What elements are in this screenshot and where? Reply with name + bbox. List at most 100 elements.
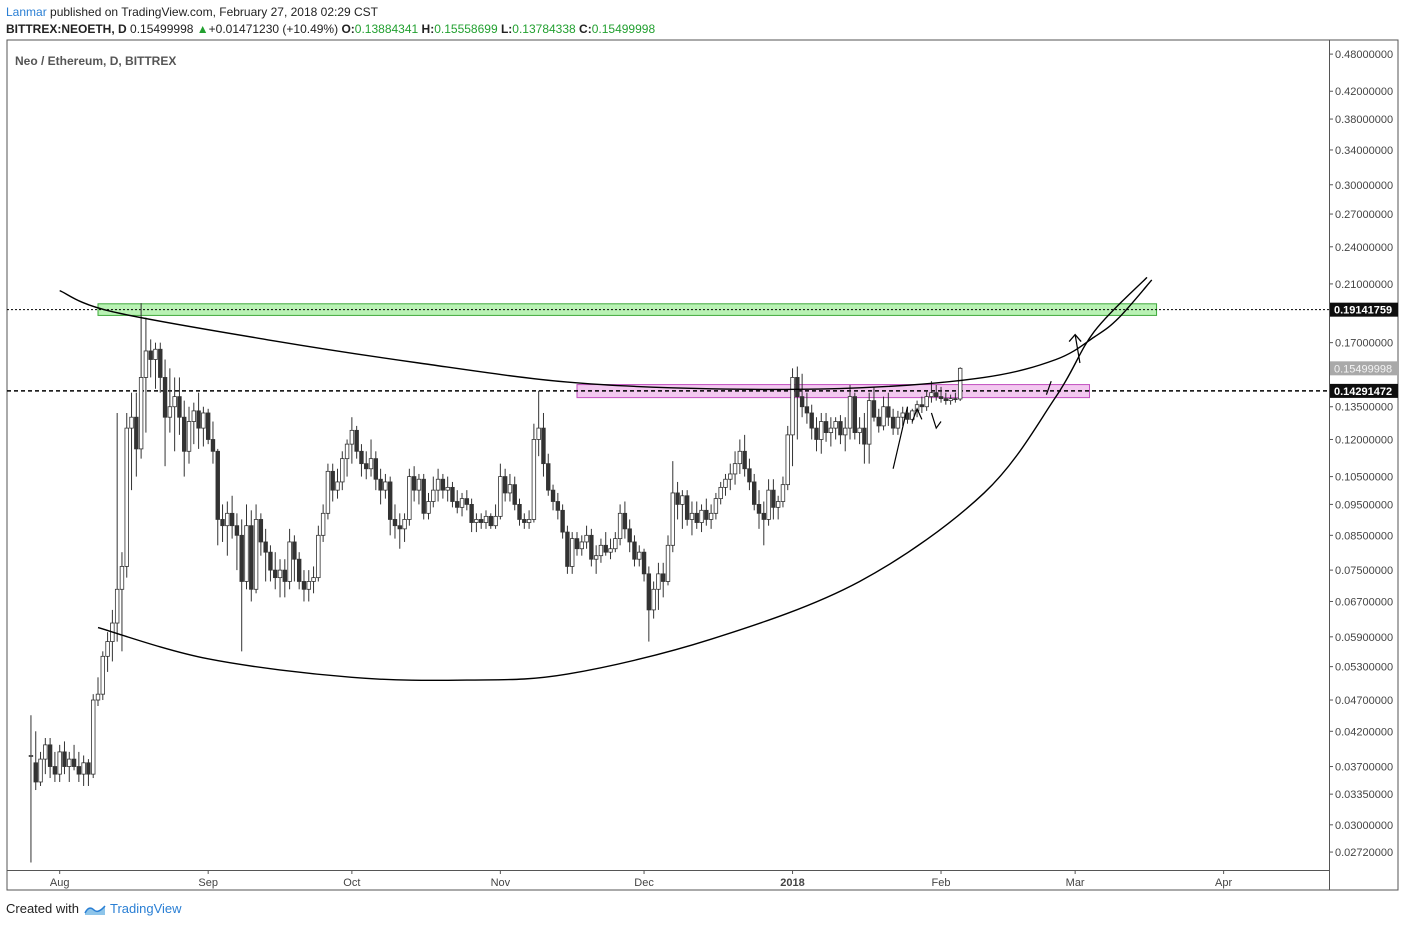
- candle-body-up: [287, 541, 292, 582]
- candle-body-down: [134, 416, 139, 450]
- candle-body-down: [52, 766, 58, 775]
- candle: [167, 368, 173, 433]
- candle-body-down: [33, 762, 38, 783]
- y-tick-label: 0.30000000: [1335, 180, 1393, 192]
- candle: [239, 519, 244, 652]
- candle-body-up: [713, 498, 719, 514]
- candle-body-down: [301, 581, 307, 590]
- candle-body-up: [948, 398, 953, 402]
- tradingview-logo-icon[interactable]: [83, 903, 107, 917]
- candle-body-down: [86, 762, 91, 775]
- chart-header: Lanmar published on TradingView.com, Feb…: [6, 4, 655, 38]
- candle: [526, 510, 532, 529]
- candle: [948, 394, 953, 405]
- candle-body-down: [809, 412, 814, 429]
- candle-body-down: [742, 450, 747, 470]
- candle: [287, 528, 292, 590]
- horizontal-lines-layer: [7, 309, 1329, 392]
- candle: [517, 498, 522, 526]
- close-label: C:: [579, 22, 592, 36]
- candle-body-down: [546, 463, 551, 491]
- candle: [728, 463, 733, 491]
- candle: [296, 552, 302, 590]
- candle: [416, 473, 422, 505]
- candle-body-down: [871, 400, 877, 418]
- candle: [459, 492, 465, 517]
- candle-body-down: [450, 486, 455, 502]
- candle: [871, 386, 877, 422]
- candle: [550, 484, 556, 511]
- price-label-box: [1330, 361, 1398, 376]
- candle: [761, 501, 766, 546]
- candle: [268, 545, 273, 582]
- y-tick-label: 0.04700000: [1335, 695, 1393, 707]
- price-label-box: [1330, 302, 1398, 317]
- time-axis[interactable]: Aug Sep Oct Nov Dec 2018 Feb Mar Apr: [50, 870, 1233, 889]
- candle: [531, 423, 537, 523]
- candle-body-down: [196, 410, 201, 429]
- candle-body-down: [229, 512, 235, 527]
- candle-body-up: [637, 551, 642, 560]
- candle-body-up: [526, 519, 532, 523]
- chart-area[interactable]: Neo / Ethereum, D, BITTREX 0.480000000.4…: [0, 0, 1406, 895]
- candle-body-down: [292, 541, 297, 560]
- candle: [450, 481, 455, 508]
- candle: [57, 744, 62, 782]
- candle: [364, 451, 369, 480]
- y-tick-label: 0.27000000: [1335, 209, 1393, 221]
- candle: [301, 570, 307, 602]
- candle: [627, 519, 632, 553]
- candle: [742, 434, 747, 477]
- candle-body-down: [158, 348, 163, 378]
- candle-body-up: [598, 544, 604, 557]
- candle: [665, 535, 671, 586]
- candle-body-down: [560, 509, 565, 533]
- candle: [756, 490, 762, 529]
- candle: [114, 412, 120, 642]
- tradingview-link[interactable]: TradingView: [110, 901, 182, 916]
- price-axis[interactable]: 0.48000000 0.42000000 0.38000000 0.34000000…: [1329, 49, 1393, 859]
- candle: [785, 425, 790, 491]
- candle: [747, 458, 752, 491]
- candle-body-up: [881, 406, 886, 427]
- candle-body-up: [407, 476, 412, 520]
- candle: [694, 501, 699, 529]
- y-tick-label: 0.09500000: [1335, 499, 1393, 511]
- candle-body-down: [675, 492, 680, 505]
- candle: [675, 481, 680, 520]
- candle: [110, 609, 115, 662]
- candle-body-down: [632, 541, 637, 560]
- candle-body-down: [282, 569, 288, 582]
- candle-body-down: [76, 766, 82, 775]
- y-tick-label: 0.04200000: [1335, 726, 1393, 738]
- chart-frame: [6, 39, 1399, 891]
- candle-body-down: [249, 525, 254, 590]
- candle: [359, 444, 364, 477]
- candle-body-up: [833, 421, 838, 429]
- trend-line: [911, 407, 923, 422]
- candle-body-down: [838, 421, 843, 436]
- low-label: L:: [500, 22, 513, 36]
- candle: [929, 381, 934, 403]
- candle-body-down: [747, 468, 752, 483]
- candle: [732, 451, 738, 485]
- candle: [124, 412, 129, 578]
- low-value: 0.13784338: [512, 22, 576, 36]
- candle-body-down: [799, 396, 805, 408]
- created-with-text: Created with: [6, 901, 79, 916]
- trend-line: [1045, 380, 1052, 395]
- candle-body-down: [589, 534, 594, 560]
- candle-body-down: [210, 439, 216, 452]
- candle: [938, 386, 944, 403]
- candle: [857, 417, 862, 445]
- candle: [182, 400, 187, 477]
- candle: [148, 339, 153, 378]
- candle-body-down: [464, 498, 470, 505]
- candle-body-down: [522, 519, 527, 523]
- candle-body-up: [435, 478, 441, 491]
- candle-body-down: [220, 519, 225, 527]
- candle: [953, 392, 958, 403]
- candle-body-down: [622, 512, 628, 530]
- candle-body-down: [205, 412, 211, 440]
- author-link[interactable]: Lanmar: [6, 5, 47, 19]
